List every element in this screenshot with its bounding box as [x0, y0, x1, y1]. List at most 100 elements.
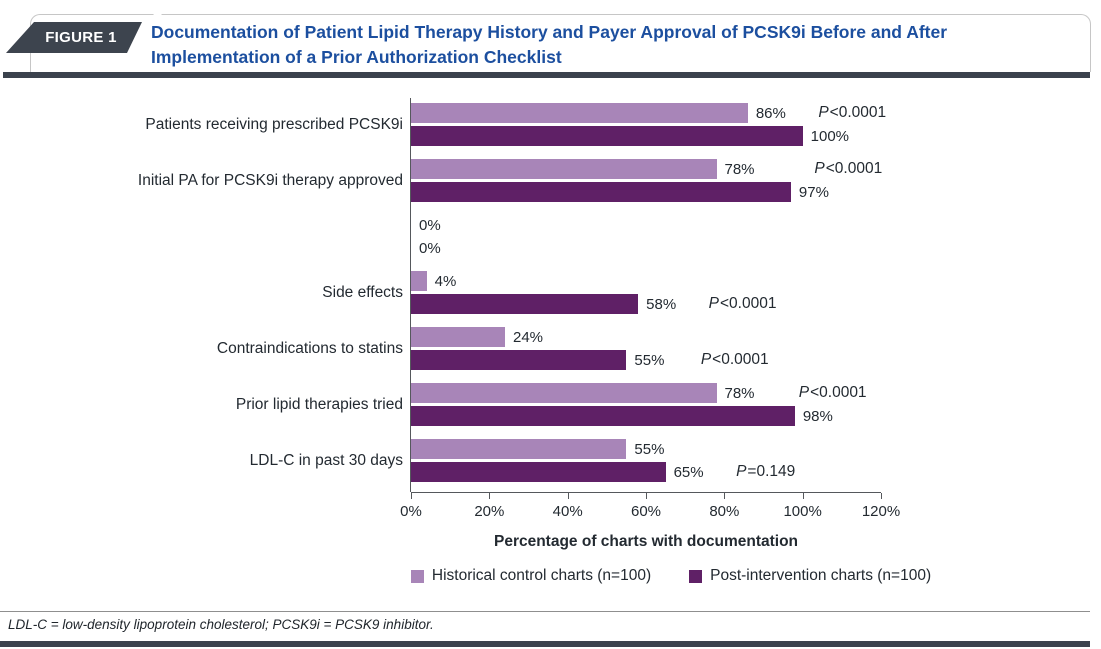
- bar-post-intervention: [411, 182, 791, 202]
- bar-historical: [411, 159, 717, 179]
- figure-title: Documentation of Patient Lipid Therapy H…: [151, 22, 948, 67]
- bar-pair: 55% 65% P =0.149: [411, 439, 881, 482]
- bar-pair: 78% 98% P <0.0001: [411, 383, 881, 426]
- axis-tick: [489, 493, 491, 499]
- bar-value-label: 97%: [798, 183, 829, 201]
- axis-tick-label: 120%: [861, 503, 901, 520]
- axis-tick: [724, 493, 726, 499]
- bar-value-label: 86%: [755, 104, 786, 122]
- category-label: Side effects: [322, 283, 403, 301]
- bar-pair: 78% 97% P <0.0001: [411, 159, 883, 202]
- bar-post-intervention: [411, 406, 795, 426]
- legend-label: Post-intervention charts (n=100): [710, 567, 932, 584]
- bar-line: 0%: [411, 215, 881, 235]
- bar-line: 100%: [411, 126, 881, 146]
- axis-tick: [567, 493, 569, 499]
- bar-value-label: 78%: [724, 160, 755, 178]
- figure-title-box: FIGURE 1 Documentation of Patient Lipid …: [30, 9, 1091, 72]
- p-value-label: P <0.0001: [700, 351, 769, 368]
- x-axis-title: Percentage of charts with documentation: [493, 533, 799, 550]
- chart-row: Side effects 4% 58% P <0.0001: [0, 271, 1090, 314]
- bar-post-intervention: [411, 126, 803, 146]
- axis-tick: [646, 493, 647, 499]
- legend-item: Post-intervention charts (n=100): [689, 567, 931, 585]
- chart-row: Prior lipid therapies tried 78% 98% P <0.000…: [0, 383, 1090, 426]
- axis-tick: [802, 493, 804, 499]
- legend-swatch-historical: [410, 569, 424, 583]
- bar-value-label: 65%: [673, 463, 704, 481]
- y-axis-line: [410, 98, 411, 492]
- bar-line: 0%: [411, 238, 881, 258]
- p-value-label: P <0.0001: [708, 295, 777, 312]
- category-label: Prior lipid therapies tried: [235, 395, 403, 413]
- bar-line: 98%: [411, 406, 881, 426]
- bar-value-label: 24%: [513, 328, 544, 346]
- bar-chart: Patients receiving prescribed PCSK9i 86% 1…: [0, 98, 1090, 585]
- bar-post-intervention: [411, 350, 627, 370]
- category-label: LDL-C in past 30 days: [249, 451, 403, 469]
- axis-tick-label: 100%: [783, 503, 822, 520]
- header-divider: [3, 72, 1090, 78]
- bar-value-label: 4%: [434, 272, 457, 290]
- bar-value-label: 98%: [802, 407, 833, 425]
- bar-value-label: 55%: [634, 440, 665, 458]
- chart-row: Initial PA for PCSK9i therapy approved 78…: [0, 159, 1090, 202]
- category-label: Patients receiving prescribed PCSK9i: [145, 115, 403, 133]
- p-value-label: P =0.149: [736, 463, 796, 480]
- bar-line: 58%: [411, 294, 881, 314]
- chart-legend: Historical control charts (n=100) Post-in…: [410, 567, 931, 585]
- p-value-label: P <0.0001: [818, 104, 887, 121]
- bar-line: 78%: [411, 383, 881, 403]
- bar-historical: [411, 103, 748, 123]
- legend-swatch-post-intervention: [689, 569, 703, 583]
- bar-line: 55%: [411, 350, 881, 370]
- bar-value-label: 0%: [419, 239, 441, 257]
- footnote: LDL-C = low-density lipoprotein choleste…: [8, 617, 434, 632]
- chart-row: Contraindications to statins 24% 55% P <0.00…: [0, 327, 1090, 370]
- bar-value-label: 78%: [724, 384, 755, 402]
- axis-tick-label: 80%: [709, 503, 740, 520]
- bar-value-label: 100%: [810, 127, 850, 145]
- bar-value-label: 55%: [634, 351, 665, 369]
- figure-badge: FIGURE 1: [6, 22, 142, 53]
- bar-historical: [411, 439, 627, 459]
- category-label: Contraindications to statins: [216, 339, 403, 357]
- chart-rows: Patients receiving prescribed PCSK9i 86% 1…: [0, 103, 1090, 482]
- bar-historical: [411, 271, 427, 291]
- bar-line: 65%: [411, 462, 881, 482]
- category-label: Initial PA for PCSK9i therapy approved: [137, 171, 403, 189]
- bar-line: 97%: [411, 182, 881, 202]
- x-axis: 0% 20% 40% 60% 80% 100% 120%: [400, 492, 900, 520]
- bar-pair: 86% 100% P <0.0001: [411, 103, 886, 146]
- bar-line: 55%: [411, 439, 881, 459]
- chart-row: Patients receiving prescribed PCSK9i 86% 1…: [0, 103, 1090, 146]
- bar-line: 78%: [411, 159, 881, 179]
- axis-tick-label: 20%: [474, 503, 505, 520]
- axis-tick-label: 40%: [552, 503, 583, 520]
- bar-line: 4%: [411, 271, 881, 291]
- chart-row: 0% 0%: [0, 215, 1090, 258]
- bar-post-intervention: [411, 294, 639, 314]
- figure-badge-label: FIGURE 1: [45, 29, 117, 46]
- bar-line: 24%: [411, 327, 881, 347]
- bottom-border: [0, 641, 1090, 647]
- axis-tick: [411, 493, 412, 499]
- bar-line: 86%: [411, 103, 881, 123]
- legend-label: Historical control charts (n=100): [431, 567, 652, 584]
- footnote-divider: [0, 611, 1090, 612]
- bar-value-label: 58%: [646, 295, 677, 313]
- bar-value-label: 0%: [419, 216, 441, 234]
- legend-item: Historical control charts (n=100): [410, 567, 652, 585]
- axis-tick-label: 60%: [630, 503, 662, 520]
- chart-row: LDL-C in past 30 days 55% 65% P =0.149: [0, 439, 1090, 482]
- bar-pair: 0% 0%: [411, 215, 881, 258]
- bar-pair: 24% 55% P <0.0001: [411, 327, 881, 370]
- axis-tick: [881, 493, 882, 499]
- bar-post-intervention: [411, 462, 666, 482]
- p-value-label: P <0.0001: [798, 384, 867, 401]
- p-value-label: P <0.0001: [814, 160, 883, 177]
- bar-pair: 4% 58% P <0.0001: [411, 271, 881, 314]
- bar-historical: [411, 383, 717, 403]
- axis-tick-label: 0%: [400, 503, 422, 520]
